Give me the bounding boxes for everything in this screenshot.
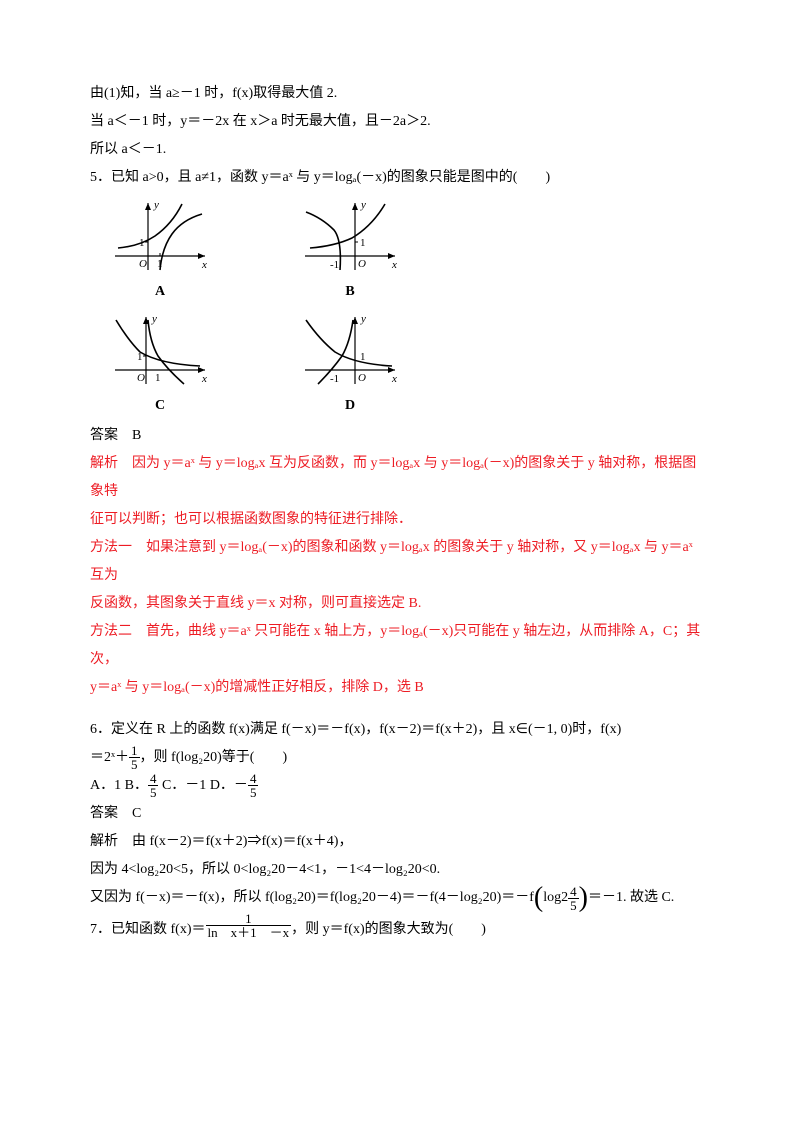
graph-row-2: x y O 1 1 C x y O 1 -1 D bbox=[110, 312, 710, 420]
analysis-5-l1: 解析 因为 y＝aˣ 与 y＝logₐx 互为反函数，而 y＝logₐx 与 y… bbox=[90, 450, 710, 506]
question-7: 7．已知函数 f(x)＝1ln x＋1 －x，则 y＝f(x)的图象大致为( ) bbox=[90, 912, 710, 944]
analysis-6-l2: 因为 4<log₂20<5，所以 0<log₂20－4<1，－1<4－log₂2… bbox=[90, 856, 710, 884]
s6c-post: ＝－1. 故选 C. bbox=[588, 890, 674, 905]
method2-l2: y＝aˣ 与 y＝logₐ(－x)的增减性正好相反，排除 D，选 B bbox=[90, 674, 710, 702]
fraction-4-5-b: 45 bbox=[148, 772, 159, 799]
svg-text:x: x bbox=[391, 373, 397, 385]
svg-text:-1: -1 bbox=[330, 259, 339, 271]
fraction-4-5-inline: 45 bbox=[568, 885, 579, 912]
answer-5: 答案 B bbox=[90, 422, 710, 450]
svg-text:y: y bbox=[360, 199, 366, 211]
graph-d: x y O 1 -1 D bbox=[300, 312, 400, 420]
graph-b: x y O 1 -1 B bbox=[300, 198, 400, 306]
opt-c: C．－1 bbox=[162, 778, 206, 793]
svg-text:O: O bbox=[139, 258, 147, 270]
s6c-mid: log2 bbox=[543, 890, 568, 905]
graph-b-label: B bbox=[345, 278, 354, 306]
graph-c: x y O 1 1 C bbox=[110, 312, 210, 420]
graph-a-svg: x y O 1 1 bbox=[110, 198, 210, 276]
opt-d: D．－ bbox=[210, 778, 248, 793]
q7-pre: 7．已知函数 f(x)＝ bbox=[90, 922, 206, 937]
fraction-4-5-d: 45 bbox=[248, 772, 259, 799]
fraction-1-5: 15 bbox=[129, 744, 140, 771]
opt-a: A．1 bbox=[90, 778, 121, 793]
method2-l1: 方法二 首先，曲线 y＝aˣ 只可能在 x 轴上方，y＝logₐ(－x)只可能在… bbox=[90, 618, 710, 674]
analysis-6-l3: 又因为 f(－x)＝－f(x)，所以 f(log₂20)＝f(log₂20－4)… bbox=[90, 884, 710, 912]
svg-text:1: 1 bbox=[155, 372, 161, 384]
question-6-l2: ＝2ˣ＋15，则 f(log₂20)等于( ) bbox=[90, 744, 710, 772]
question-6-l1: 6．定义在 R 上的函数 f(x)满足 f(－x)＝－f(x)，f(x－2)＝f… bbox=[90, 716, 710, 744]
graph-a-label: A bbox=[155, 278, 165, 306]
svg-text:O: O bbox=[358, 372, 366, 384]
question-6-options: A．1 B．45 C．－1 D．－45 bbox=[90, 772, 710, 800]
opt-b: B． bbox=[125, 778, 148, 793]
svg-text:y: y bbox=[153, 199, 159, 211]
left-paren-icon: ( bbox=[534, 884, 543, 912]
svg-text:O: O bbox=[137, 372, 145, 384]
right-paren-icon: ) bbox=[579, 884, 588, 912]
svg-text:y: y bbox=[151, 313, 157, 325]
paragraph: 当 a＜－1 时，y＝－2x 在 x＞a 时无最大值，且－2a＞2. bbox=[90, 108, 710, 136]
answer-6: 答案 C bbox=[90, 800, 710, 828]
q7-post: ，则 y＝f(x)的图象大致为( ) bbox=[291, 922, 486, 937]
analysis-6-l1: 解析 由 f(x－2)＝f(x＋2)⇒f(x)＝f(x＋4)， bbox=[90, 828, 710, 856]
graph-d-svg: x y O 1 -1 bbox=[300, 312, 400, 390]
svg-text:x: x bbox=[391, 259, 397, 271]
svg-text:-1: -1 bbox=[330, 373, 339, 385]
s6c-pre: 又因为 f(－x)＝－f(x)，所以 f(log₂20)＝f(log₂20－4)… bbox=[90, 890, 534, 905]
method1-l2: 反函数，其图象关于直线 y＝x 对称，则可直接选定 B. bbox=[90, 590, 710, 618]
paragraph: 由(1)知，当 a≥－1 时，f(x)取得最大值 2. bbox=[90, 80, 710, 108]
fraction-q7: 1ln x＋1 －x bbox=[206, 912, 292, 939]
svg-text:x: x bbox=[201, 259, 207, 271]
method1-l1: 方法一 如果注意到 y＝logₐ(－x)的图象和函数 y＝logₐx 的图象关于… bbox=[90, 534, 710, 590]
graph-a: x y O 1 1 A bbox=[110, 198, 210, 306]
q6-suffix: ，则 f(log₂20)等于( ) bbox=[140, 750, 288, 765]
svg-text:1: 1 bbox=[360, 237, 366, 249]
svg-text:y: y bbox=[360, 313, 366, 325]
graph-d-label: D bbox=[345, 392, 355, 420]
analysis-5-l2: 征可以判断；也可以根据函数图象的特征进行排除． bbox=[90, 506, 710, 534]
svg-text:x: x bbox=[201, 373, 207, 385]
graph-c-label: C bbox=[155, 392, 165, 420]
svg-text:O: O bbox=[358, 258, 366, 270]
graph-b-svg: x y O 1 -1 bbox=[300, 198, 400, 276]
question-5: 5．已知 a>0，且 a≠1，函数 y＝aˣ 与 y＝logₐ(－x)的图象只能… bbox=[90, 164, 710, 192]
q6-prefix: ＝2ˣ＋ bbox=[90, 750, 129, 765]
graph-c-svg: x y O 1 1 bbox=[110, 312, 210, 390]
paragraph: 所以 a＜－1. bbox=[90, 136, 710, 164]
graph-row-1: x y O 1 1 A x y O 1 -1 B bbox=[110, 198, 710, 306]
